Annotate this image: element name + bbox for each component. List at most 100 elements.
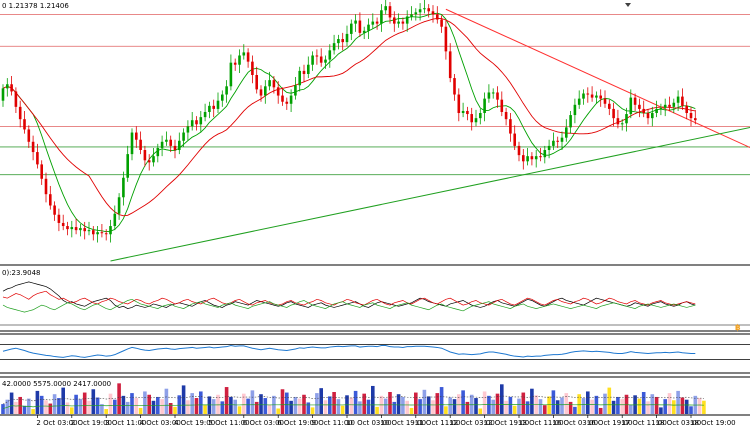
candle-body [590, 94, 594, 98]
candle-body [208, 105, 211, 112]
volume-bar [409, 407, 414, 414]
candle-body [74, 227, 78, 231]
volume-bar [48, 403, 53, 414]
candle-body [466, 110, 469, 115]
volume-bar [465, 401, 470, 414]
volume-bar [1, 404, 5, 414]
candle-body [638, 104, 641, 109]
candle-body [135, 132, 138, 140]
volume-bar [70, 407, 74, 414]
candle-body [629, 97, 633, 115]
volume-bar [336, 399, 341, 414]
volume-bar [233, 399, 237, 414]
volume-bar [697, 398, 702, 414]
time-axis-tick-label: 12 Oct 03:00 [449, 419, 495, 427]
candle-body [517, 145, 521, 156]
volume-bar [431, 400, 435, 414]
candle-body [328, 50, 332, 60]
candle-body [436, 14, 439, 20]
volume-bar [521, 392, 526, 414]
candle-body [694, 118, 697, 121]
candle-body [358, 20, 362, 33]
volume-bar [168, 403, 173, 414]
candle-body [479, 113, 482, 119]
volume-bar [5, 399, 10, 414]
time-axis-tick-label: 5 Oct 11:00 [208, 419, 249, 427]
time-axis-tick-label: 10 Oct 19:00 [380, 419, 426, 427]
candle-body [307, 64, 310, 74]
candle-body [57, 214, 61, 223]
candle-body [539, 156, 542, 158]
candle-body [27, 129, 31, 142]
volume-bar [396, 394, 401, 414]
volume-bar [482, 391, 487, 414]
volume-bar [302, 394, 306, 414]
volume-bar [555, 400, 560, 414]
rsi-panel [0, 333, 750, 374]
candle-body [122, 177, 125, 198]
volume-bar [263, 398, 268, 414]
volume-bar [259, 394, 263, 414]
candle-body [6, 84, 9, 89]
volume-bar [504, 400, 508, 414]
oscillator-header-text: 0):23.9048 [2, 269, 41, 277]
time-axis-tick-label: 2 Oct 19:00 [71, 419, 112, 427]
volume-bar [654, 396, 659, 414]
volume-bar [211, 399, 216, 414]
candle-body [534, 156, 538, 160]
dropdown-arrow-icon[interactable] [625, 3, 631, 7]
volume-bar [560, 397, 564, 414]
candle-body [44, 178, 48, 195]
candle-body [156, 147, 160, 157]
volume-bar [44, 400, 48, 414]
volume-bar [620, 399, 624, 414]
candle-body [509, 119, 512, 134]
volume-bar [246, 398, 250, 414]
volume-bar [616, 396, 620, 414]
volume-bar [646, 401, 650, 414]
candle-body [79, 228, 82, 231]
volume-bar [568, 401, 573, 414]
candle-body [388, 6, 392, 18]
red-trend-line [445, 8, 750, 149]
candle-body [173, 145, 177, 151]
volume-bar [371, 385, 375, 414]
candle-body [298, 70, 301, 86]
volume-bar [689, 406, 693, 414]
volume-bar [414, 392, 418, 414]
volume-bar [663, 399, 667, 414]
candle-body [423, 8, 426, 10]
volume-bar [349, 397, 354, 414]
volume-bar [590, 399, 594, 414]
volume-bar [220, 401, 225, 414]
candle-body [311, 55, 314, 65]
candle-body [36, 152, 39, 165]
volume-bar [52, 394, 57, 414]
volume-bar [543, 405, 547, 414]
volume-bar [203, 405, 207, 414]
volume-bar [418, 399, 422, 414]
volume-bar [392, 401, 397, 414]
candle-body [117, 197, 121, 214]
candle-body [651, 113, 654, 119]
candle-body [513, 133, 516, 146]
time-axis-tick-label: 13 Oct 11:00 [518, 419, 564, 427]
candle-body [457, 94, 461, 114]
volume-bar [332, 392, 336, 414]
volume-bar [267, 404, 272, 414]
time-axis-tick-label: 6 Oct 03:00 [243, 419, 284, 427]
volume-bar [190, 393, 194, 414]
volume-bar [22, 405, 27, 414]
volume-bar [684, 399, 689, 414]
volume-bar [216, 394, 220, 414]
volume-bar [435, 393, 440, 414]
volume-bar [676, 390, 680, 414]
volume-bar [117, 383, 121, 414]
volume-bar [461, 390, 465, 414]
candle-body [448, 51, 452, 79]
candle-body [474, 118, 478, 123]
candle-body [655, 108, 658, 114]
candle-body [216, 100, 220, 109]
volume-bar [439, 387, 444, 414]
volume-bar [702, 400, 706, 414]
